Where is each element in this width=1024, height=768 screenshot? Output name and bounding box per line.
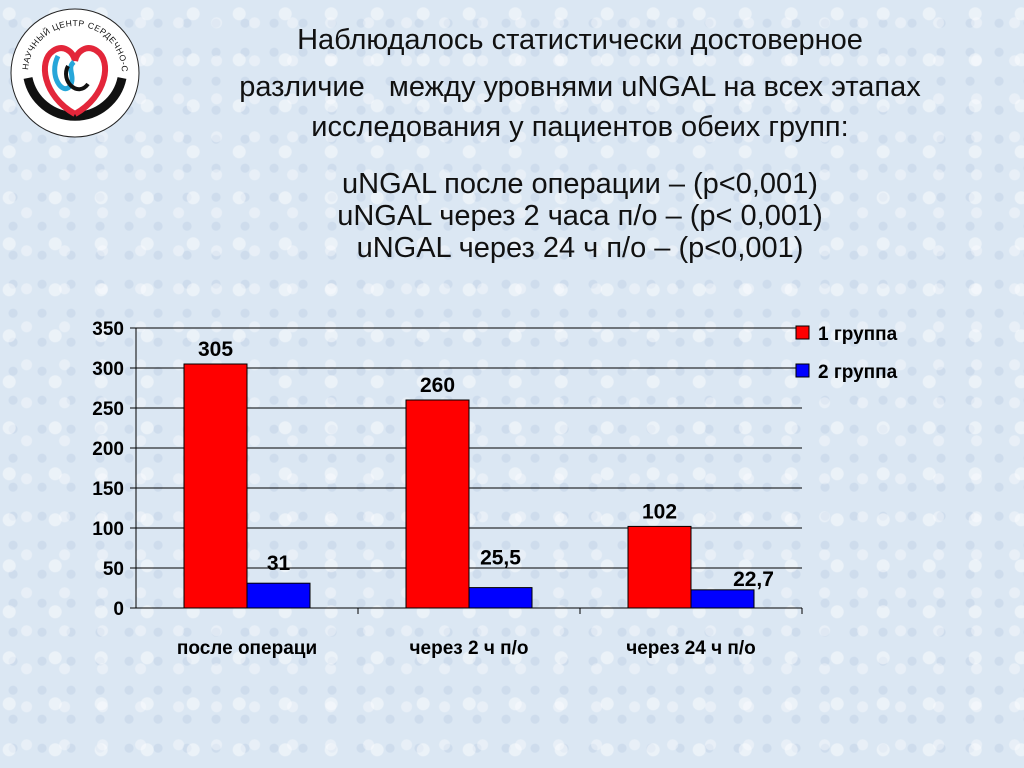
bar-2-1 [246, 582, 311, 609]
y-tick-label: 50 [103, 559, 124, 580]
x-category-label: после операци [177, 638, 317, 659]
title-line-1: Наблюдалось статистически достоверное [297, 24, 863, 56]
y-tick-label: 300 [92, 359, 124, 380]
legend-label: 1 группа [818, 324, 898, 345]
y-tick-label: 350 [92, 319, 124, 340]
data-label: 31 [267, 552, 291, 575]
logo: НАУЧНЫЙ ЦЕНТР СЕРДЕЧНО-СОСУДИСТОЙ ХИРУРГ… [4, 0, 142, 140]
y-tick-label: 250 [92, 399, 124, 420]
chart-axes [130, 327, 803, 614]
data-label: 260 [420, 374, 455, 397]
legend-swatch [795, 325, 810, 340]
bar-2-2 [468, 587, 533, 609]
y-tick-label: 100 [92, 519, 124, 540]
data-label: 305 [198, 338, 233, 361]
bar-1-1 [183, 363, 248, 609]
x-category-label: через 24 ч п/о [626, 638, 756, 659]
x-category-label: через 2 ч п/о [409, 638, 528, 659]
bar-2-3 [690, 589, 755, 609]
legend-label: 2 группа [818, 362, 898, 383]
pvalue-line-1: uNGAL после операции – (р<0,001) [342, 168, 818, 200]
data-label: 22,7 [733, 568, 774, 591]
data-label: 102 [642, 500, 677, 523]
y-tick-label: 200 [92, 439, 124, 460]
bar-1-2 [405, 399, 470, 609]
title-line-2: различие между уровнями uNGAL на всех эт… [239, 71, 921, 103]
chart-bars [183, 363, 755, 609]
y-tick-label: 150 [92, 479, 124, 500]
pvalue-line-3: uNGAL через 24 ч п/о – (р<0,001) [356, 232, 804, 264]
chart-legend: 1 группа 2 группа [795, 324, 898, 383]
title-line-3: исследования у пациентов обеих групп: [311, 111, 849, 143]
bar-1-3 [627, 525, 692, 609]
chart-labels: 0 50 100 150 200 250 300 350 305 31 после операци 2… [92, 319, 774, 659]
pvalue-line-2: uNGAL через 2 часа п/о – (р< 0,001) [337, 200, 823, 232]
legend-swatch [795, 363, 810, 378]
y-tick-label: 0 [113, 599, 124, 620]
data-label: 25,5 [480, 547, 521, 570]
